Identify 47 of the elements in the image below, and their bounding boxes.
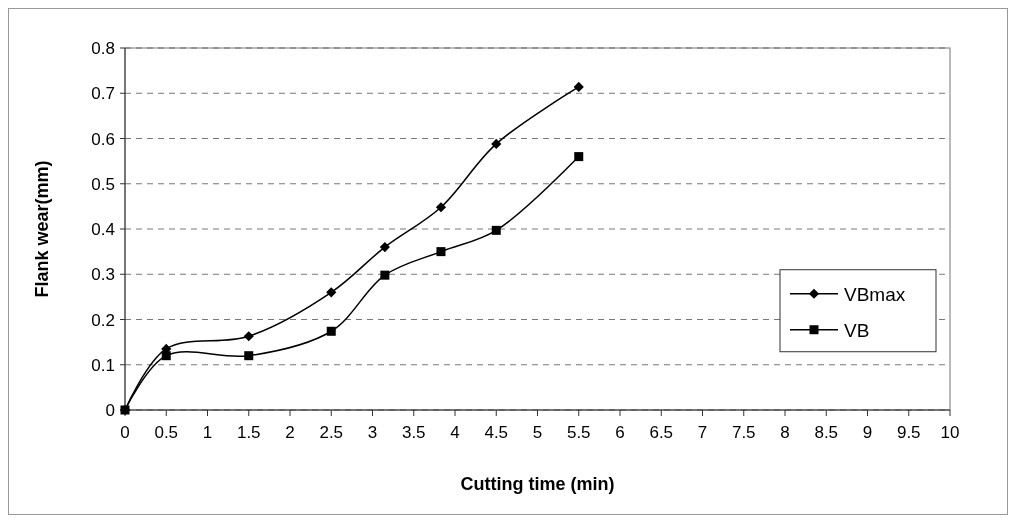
point — [491, 225, 501, 235]
y-tick-label: 0.5 — [91, 174, 115, 194]
x-tick-label: 6 — [615, 423, 625, 442]
y-tick-label: 0.2 — [91, 310, 115, 330]
point — [326, 326, 336, 336]
x-tick-label: 3 — [367, 423, 378, 442]
point — [573, 81, 584, 93]
x-tick-label: 2.5 — [319, 423, 344, 442]
x-tick-label: 0 — [120, 423, 130, 442]
point — [379, 242, 390, 253]
x-tick-label: 4 — [450, 423, 460, 442]
point — [574, 152, 584, 162]
point — [243, 331, 254, 342]
y-tick-label: 0.4 — [91, 220, 115, 239]
y-tick-label: 0 — [105, 401, 115, 420]
x-tick-label: 5.5 — [566, 423, 591, 442]
point — [435, 202, 447, 213]
point — [436, 247, 446, 257]
point — [380, 270, 390, 280]
point — [326, 287, 337, 298]
x-tick-label: 10 — [940, 423, 960, 442]
point — [244, 351, 254, 361]
x-tick-label: 1.5 — [236, 423, 261, 442]
x-tick-label: 9 — [862, 423, 873, 442]
y-tick-label: 0.6 — [91, 129, 115, 149]
point — [491, 138, 502, 150]
legend-label: VB — [844, 319, 870, 341]
x-tick-label: 8.5 — [814, 423, 839, 442]
x-tick-label: 3.5 — [401, 423, 426, 442]
y-tick-label: 0.3 — [91, 265, 115, 285]
y-tick-label: 0.1 — [91, 355, 115, 375]
x-axis-title: Cutting time (min) — [460, 474, 615, 494]
y-axis-title: Flank wear(mm) — [32, 160, 52, 298]
legend-label: VBmax — [844, 283, 906, 305]
y-tick-label: 0.7 — [91, 84, 115, 104]
x-tick-label: 2 — [285, 423, 295, 442]
x-tick-label: 7 — [697, 423, 708, 442]
x-tick-label: 1 — [202, 423, 213, 442]
x-tick-label: 6.5 — [649, 423, 674, 442]
x-tick-label: 4.5 — [484, 423, 509, 442]
y-tick-label: 0.8 — [91, 39, 115, 58]
x-tick-label: 7.5 — [731, 423, 756, 442]
x-tick-label: 5 — [532, 423, 543, 442]
x-tick-label: 0.5 — [154, 423, 179, 442]
x-tick-label: 9.5 — [896, 423, 921, 442]
point — [161, 351, 171, 361]
x-tick-label: 8 — [780, 423, 790, 442]
